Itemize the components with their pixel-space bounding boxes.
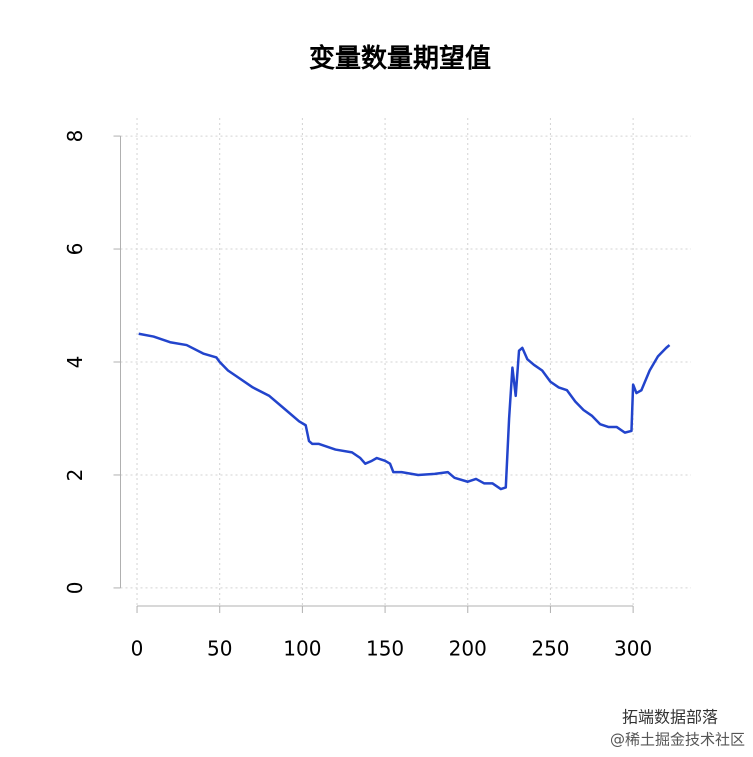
x-tick-label: 0 (131, 637, 144, 661)
watermark: 拓端数据部落 (622, 708, 718, 727)
watermark: @稀土掘金技术社区 (610, 731, 745, 749)
line (138, 332, 671, 491)
x-tick-label: 50 (207, 637, 232, 661)
y-tick-label: 0 (63, 582, 87, 595)
y-tick-label: 2 (63, 469, 87, 482)
y-tick-label: 6 (63, 243, 87, 256)
x-tick-label: 200 (449, 637, 487, 661)
y-tick-label: 4 (63, 356, 87, 369)
x-tick-label: 300 (614, 637, 652, 661)
y-tick-label: 8 (63, 130, 87, 143)
x-tick-label: 100 (283, 637, 321, 661)
x-tick-label: 150 (366, 637, 404, 661)
chart-title: 变量数量期望值 (309, 43, 491, 74)
x-tick-label: 250 (531, 637, 569, 661)
